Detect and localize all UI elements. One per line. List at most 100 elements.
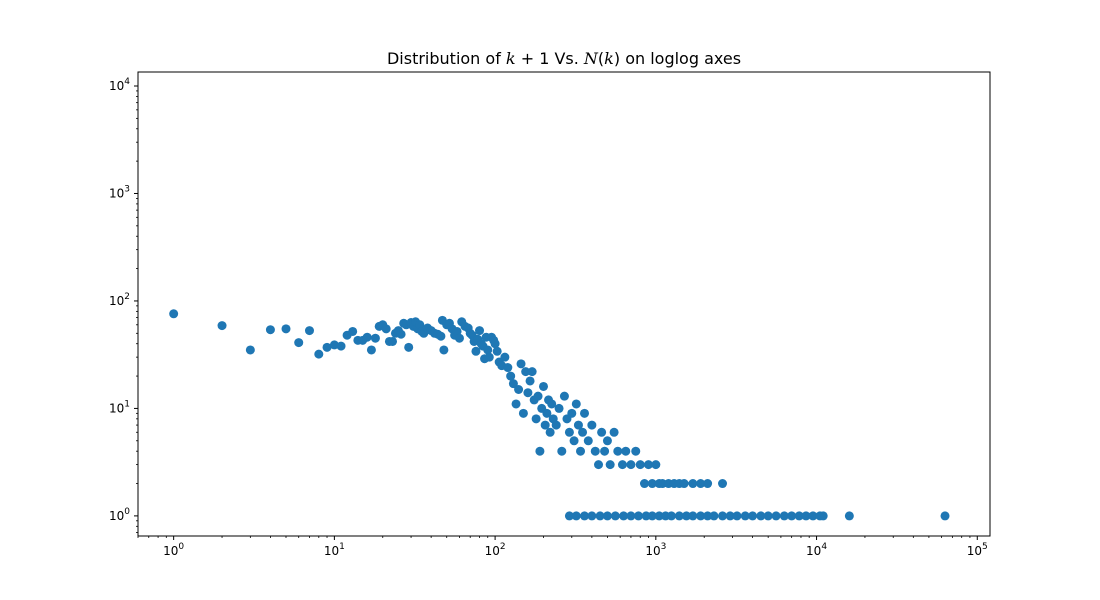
data-point-74 [511,399,521,409]
data-point-78 [521,367,531,377]
data-point-6 [304,326,314,336]
data-point-173 [940,511,950,521]
x-tick-label-5: 105 [967,542,988,558]
data-point-22 [388,336,398,346]
data-point-91 [545,427,555,437]
data-point-81 [527,367,537,377]
data-point-150 [666,511,676,521]
data-point-140 [595,511,605,521]
data-point-57 [475,326,485,336]
data-point-95 [554,403,564,413]
data-point-107 [583,436,593,446]
points-layer [169,309,950,521]
data-point-100 [567,408,577,418]
data-point-163 [763,511,773,521]
data-point-136 [564,511,574,521]
data-point-0 [169,309,179,319]
title-mid-2: ( [598,49,604,68]
data-point-62 [483,345,493,355]
data-point-151 [674,511,684,521]
title-mid-1: + 1 Vs. [516,49,584,68]
data-point-153 [688,511,698,521]
data-point-76 [516,359,526,369]
data-point-92 [547,399,557,409]
data-point-154 [696,511,706,521]
data-point-160 [740,511,750,521]
data-point-169 [808,511,818,521]
data-point-134 [703,479,713,489]
data-point-105 [578,427,588,437]
y-tick-label-1: 101 [109,399,130,415]
data-point-123 [643,460,653,470]
data-point-115 [609,427,619,437]
data-point-117 [617,460,627,470]
data-point-17 [370,333,380,343]
data-point-88 [540,420,550,430]
data-point-79 [523,388,533,398]
data-point-40 [436,331,446,341]
data-point-99 [564,427,574,437]
data-point-143 [619,511,629,521]
data-point-109 [590,446,600,456]
data-point-148 [654,511,664,521]
data-point-158 [725,511,735,521]
data-point-133 [696,479,706,489]
data-point-139 [587,511,597,521]
title-suffix: ) on loglog axes [614,49,741,68]
data-point-72 [506,371,516,381]
data-point-168 [801,511,811,521]
data-point-167 [794,511,804,521]
data-point-137 [571,511,581,521]
data-point-112 [600,446,610,456]
data-point-157 [718,511,728,521]
data-point-41 [439,345,449,355]
data-point-1 [217,321,227,331]
data-point-114 [605,460,615,470]
y-tick-label-4: 104 [109,77,130,93]
data-point-113 [602,436,612,446]
data-point-103 [573,420,583,430]
data-point-5 [294,338,304,348]
data-point-161 [748,511,758,521]
data-point-28 [404,342,414,352]
x-axis-ticks: 100 101 102 103 104 105 [137,536,988,558]
title-math-k: k [506,49,516,68]
data-point-3 [265,325,275,335]
data-point-131 [679,479,689,489]
data-point-48 [454,333,464,343]
data-point-121 [635,460,645,470]
title-prefix: Distribution of [387,49,506,68]
data-point-20 [381,324,391,334]
data-point-111 [597,427,607,437]
data-point-96 [557,446,567,456]
data-point-12 [348,326,358,336]
data-point-63 [484,352,494,362]
data-point-147 [647,511,657,521]
data-point-152 [681,511,691,521]
data-point-138 [580,511,590,521]
data-point-16 [366,345,376,355]
x-tick-label-4: 104 [806,542,827,558]
data-point-7 [314,349,324,359]
data-point-15 [362,332,372,342]
data-point-144 [626,511,636,521]
title-math-n: N [583,49,599,68]
data-point-119 [626,460,636,470]
data-point-47 [452,326,462,336]
data-point-70 [500,352,510,362]
data-point-9 [329,340,339,350]
data-point-55 [471,346,481,356]
data-point-118 [621,446,631,456]
data-point-4 [281,324,291,334]
data-point-25 [396,329,406,339]
data-point-165 [779,511,789,521]
y-tick-label-3: 103 [109,184,130,200]
data-point-84 [533,391,543,401]
data-point-80 [525,376,535,386]
data-point-172 [844,511,854,521]
data-point-116 [613,446,623,456]
data-point-164 [771,511,781,521]
data-point-125 [651,460,661,470]
title-math-k-2: k [604,49,614,68]
data-point-142 [610,511,620,521]
